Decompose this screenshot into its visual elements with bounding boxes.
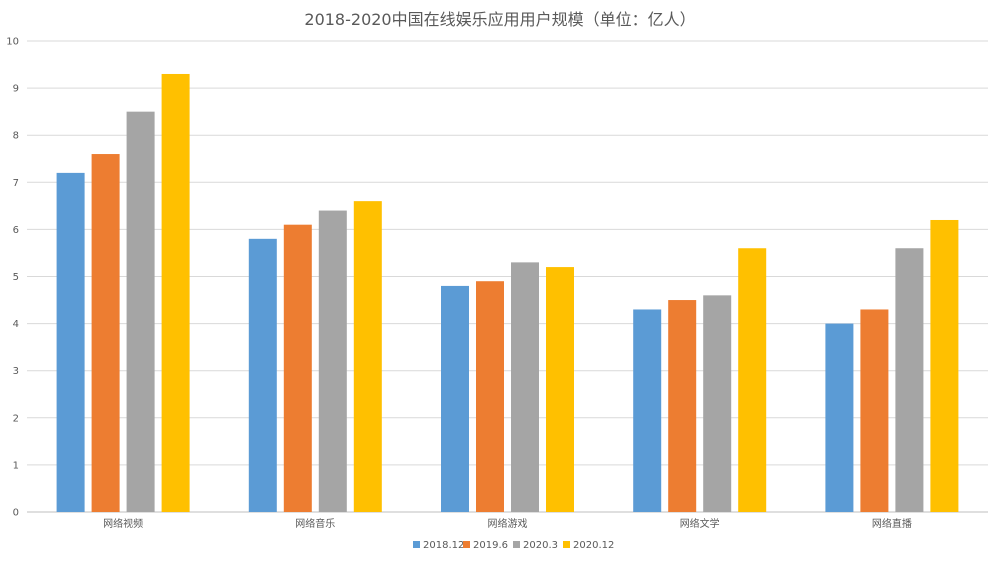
y-tick-label: 4 xyxy=(13,319,19,330)
bar xyxy=(56,172,85,512)
bar xyxy=(91,154,120,513)
x-category-label: 网络音乐 xyxy=(295,517,335,530)
chart-title: 2018-2020中国在线娱乐应用用户规模（单位：亿人） xyxy=(304,10,696,29)
bar xyxy=(511,262,539,512)
bar xyxy=(825,323,854,512)
bar xyxy=(476,281,504,512)
bar xyxy=(738,248,767,513)
bar xyxy=(895,248,924,513)
legend-swatch xyxy=(413,541,420,548)
y-tick-label: 6 xyxy=(13,225,19,236)
y-tick-label: 9 xyxy=(13,84,19,95)
x-category-label: 网络游戏 xyxy=(488,517,528,530)
y-tick-label: 8 xyxy=(13,131,19,142)
bar xyxy=(161,73,190,512)
legend-label: 2020.3 xyxy=(523,540,558,551)
bar xyxy=(860,309,889,512)
legend-swatch xyxy=(463,541,470,548)
y-tick-label: 3 xyxy=(13,366,19,377)
bar xyxy=(318,210,347,512)
x-category-label: 网络直播 xyxy=(872,517,912,530)
y-tick-label: 2 xyxy=(13,413,19,424)
x-category-label: 网络文学 xyxy=(680,517,720,530)
bar xyxy=(353,201,382,512)
y-tick-label: 7 xyxy=(13,178,19,189)
bar xyxy=(248,238,277,512)
y-tick-label: 10 xyxy=(6,37,19,48)
legend-label: 2018.12 xyxy=(423,540,464,551)
legend-label: 2019.6 xyxy=(473,540,508,551)
bar xyxy=(703,295,732,512)
bar xyxy=(668,300,697,512)
bar xyxy=(633,309,662,512)
y-tick-label: 1 xyxy=(13,460,19,471)
y-tick-label: 0 xyxy=(13,508,19,519)
bar xyxy=(283,224,312,512)
bar xyxy=(930,219,959,513)
x-category-label: 网络视频 xyxy=(103,517,143,530)
legend-label: 2020.12 xyxy=(573,540,614,551)
y-tick-label: 5 xyxy=(13,272,19,283)
legend-swatch xyxy=(563,541,570,548)
bar xyxy=(546,267,574,512)
bar xyxy=(441,285,469,512)
bar xyxy=(126,111,155,513)
legend-swatch xyxy=(513,541,520,548)
